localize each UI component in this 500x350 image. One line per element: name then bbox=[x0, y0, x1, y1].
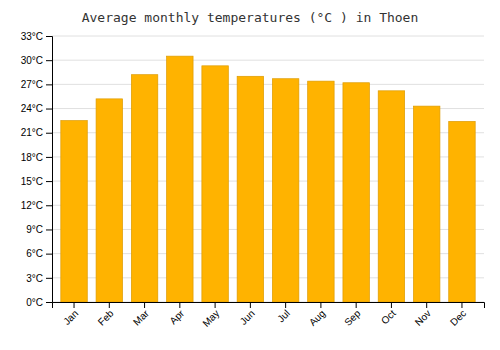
bar bbox=[96, 99, 122, 302]
x-tick-label: Aug bbox=[307, 308, 327, 328]
x-tick-label: Sep bbox=[342, 307, 363, 328]
x-tick-label: Jul bbox=[275, 308, 292, 325]
y-tick-mark bbox=[46, 133, 52, 134]
x-tick-mark bbox=[426, 302, 427, 308]
y-tick: 0°C bbox=[26, 297, 52, 308]
y-tick: 21°C bbox=[21, 127, 52, 138]
y-tick: 27°C bbox=[21, 79, 52, 90]
bar bbox=[343, 83, 369, 302]
x-tick-label: May bbox=[200, 308, 221, 329]
x-tick-label: Feb bbox=[96, 307, 116, 327]
bar bbox=[167, 56, 193, 302]
y-tick-label: 9°C bbox=[26, 224, 43, 235]
y-tick-mark bbox=[46, 302, 52, 303]
x-tick: Mar bbox=[131, 302, 151, 328]
x-tick-mark bbox=[285, 302, 286, 308]
x-tick: Feb bbox=[96, 302, 116, 328]
y-tick: 15°C bbox=[21, 176, 52, 187]
y-tick: 33°C bbox=[21, 31, 52, 42]
y-axis: 0°C 3°C 6°C 9°C 12°C 15°C 18°C 21°C 24°C 27°C 30°C… bbox=[21, 31, 53, 308]
x-tick-mark bbox=[179, 302, 180, 308]
grid-line bbox=[52, 36, 484, 37]
grid-line bbox=[52, 84, 484, 85]
x-tick: Jan bbox=[61, 302, 80, 327]
y-tick-label: 18°C bbox=[21, 152, 43, 163]
y-tick-label: 27°C bbox=[21, 79, 43, 90]
title: Average monthly temperatures (°C ) in Th… bbox=[82, 10, 419, 25]
x-tick-mark bbox=[391, 302, 392, 308]
bar bbox=[131, 75, 157, 302]
bar bbox=[308, 81, 334, 302]
x-tick: Jun bbox=[238, 302, 257, 327]
x-tick-label: Oct bbox=[379, 308, 398, 327]
x-tick-mark bbox=[461, 302, 462, 308]
x-tick-mark bbox=[320, 302, 321, 308]
y-tick: 12°C bbox=[21, 200, 52, 211]
x-tick-label: Jun bbox=[238, 308, 257, 327]
y-tick-label: 0°C bbox=[26, 297, 43, 308]
y-tick-label: 12°C bbox=[21, 200, 43, 211]
y-tick-mark bbox=[46, 229, 52, 230]
y-tick: 30°C bbox=[21, 55, 52, 66]
y-tick-label: 24°C bbox=[21, 103, 43, 114]
x-tick-mark bbox=[109, 302, 110, 308]
grid bbox=[52, 36, 484, 302]
y-tick: 24°C bbox=[21, 103, 52, 114]
bar bbox=[237, 76, 263, 302]
y-tick-mark bbox=[46, 60, 52, 61]
y-tick: 9°C bbox=[26, 224, 52, 235]
y-tick: 6°C bbox=[26, 248, 52, 259]
plot: 0°C 3°C 6°C 9°C 12°C 15°C 18°C 21°C 24°C 27°C 30°C… bbox=[21, 31, 485, 329]
x-tick-label: Nov bbox=[413, 308, 433, 328]
y-tick-label: 6°C bbox=[26, 248, 43, 259]
x-tick: Jul bbox=[275, 302, 292, 324]
y-tick-mark bbox=[46, 205, 52, 206]
x-axis: Jan Feb Mar Apr May Jun Jul Aug Sep Oct Nov Dec bbox=[53, 302, 485, 329]
x-tick: Apr bbox=[167, 302, 186, 326]
y-tick-label: 15°C bbox=[21, 176, 43, 187]
x-tick-label: Jan bbox=[61, 308, 80, 327]
x-tick-mark bbox=[250, 302, 251, 308]
y-tick-mark bbox=[46, 278, 52, 279]
bar bbox=[449, 121, 475, 302]
y-tick-label: 3°C bbox=[26, 273, 43, 284]
x-tick-mark bbox=[74, 302, 75, 308]
x-tick-mark bbox=[215, 302, 216, 308]
y-axis-line bbox=[46, 37, 53, 303]
grid-line bbox=[52, 60, 484, 61]
bar bbox=[272, 79, 298, 302]
x-axis-line bbox=[53, 303, 485, 309]
y-tick-mark bbox=[46, 254, 52, 255]
y-tick-mark bbox=[46, 84, 52, 85]
y-tick: 3°C bbox=[26, 273, 52, 284]
x-tick-label: Apr bbox=[167, 307, 186, 326]
x-tick-label: Dec bbox=[448, 308, 468, 328]
y-tick-label: 30°C bbox=[21, 55, 43, 66]
y-tick-mark bbox=[46, 36, 52, 37]
bar bbox=[413, 106, 439, 302]
chart: 0°C 3°C 6°C 9°C 12°C 15°C 18°C 21°C 24°C 27°C 30°C… bbox=[0, 0, 500, 350]
x-tick: Sep bbox=[342, 302, 363, 328]
y-tick-mark bbox=[46, 109, 52, 110]
x-tick: May bbox=[200, 302, 221, 329]
bar bbox=[202, 66, 228, 302]
x-tick-label: Mar bbox=[131, 307, 151, 327]
bar bbox=[378, 91, 404, 302]
y-tick-mark bbox=[46, 157, 52, 158]
bars bbox=[61, 56, 475, 302]
y-tick-mark bbox=[46, 181, 52, 182]
x-tick-mark bbox=[144, 302, 145, 308]
y-tick: 18°C bbox=[21, 152, 52, 163]
y-tick-label: 33°C bbox=[21, 31, 43, 42]
bar bbox=[61, 121, 87, 302]
x-tick-mark bbox=[356, 302, 357, 308]
x-tick: Oct bbox=[379, 302, 398, 326]
y-tick-label: 21°C bbox=[21, 127, 43, 138]
x-tick: Aug bbox=[307, 302, 327, 328]
x-tick: Dec bbox=[448, 302, 468, 328]
x-tick: Nov bbox=[413, 302, 433, 328]
